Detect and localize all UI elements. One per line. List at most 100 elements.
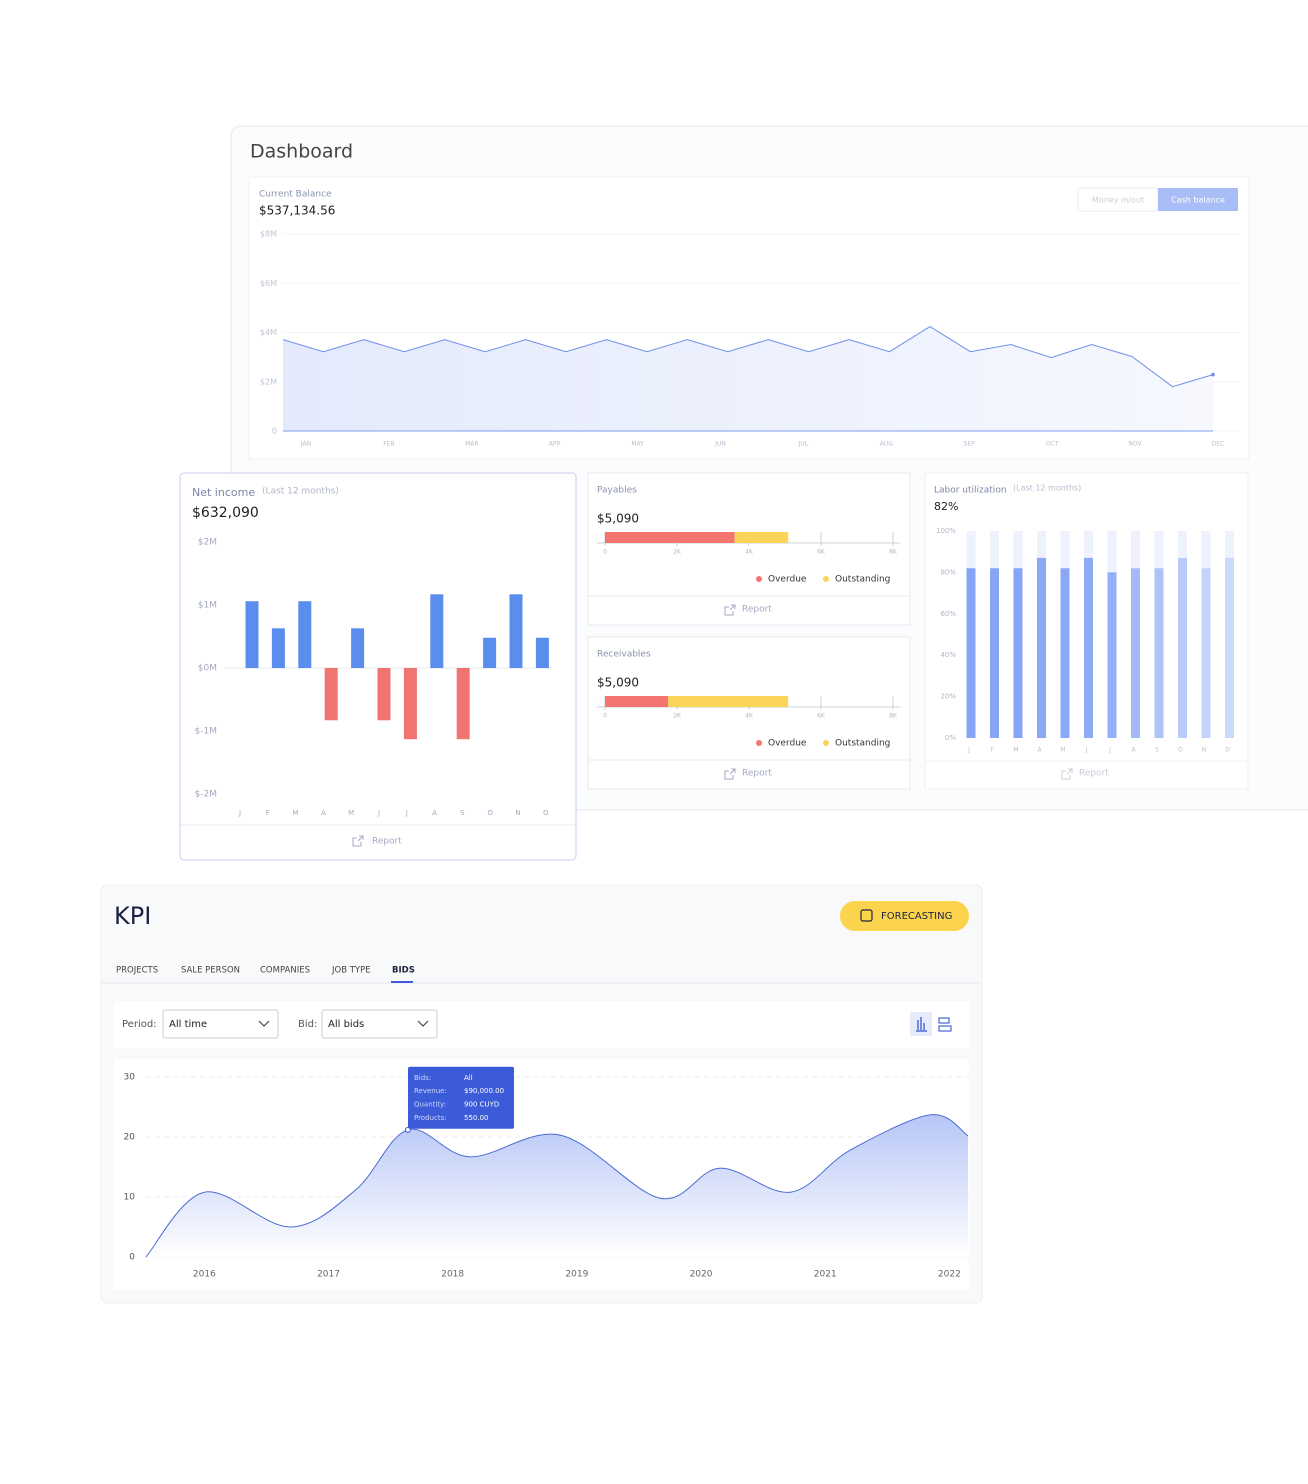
legend-label: Overdue xyxy=(768,575,807,585)
bar-segment xyxy=(734,532,789,543)
bar xyxy=(1201,568,1211,738)
bar xyxy=(1060,568,1070,738)
x-tick-label: 6K xyxy=(817,713,826,720)
report-link[interactable]: Report xyxy=(372,837,402,847)
x-tick-label: 2020 xyxy=(690,1270,713,1280)
bar xyxy=(377,668,391,721)
x-tick-label: J xyxy=(238,809,241,817)
x-tick-label: JAN xyxy=(300,441,311,448)
x-tick-label: 8K xyxy=(889,713,898,720)
legend-label: Outstanding xyxy=(835,575,890,585)
tooltip-value: 900 CUYD xyxy=(464,1101,499,1109)
forecast-button[interactable] xyxy=(840,901,969,931)
x-tick-label: O xyxy=(543,809,549,817)
net-income-card xyxy=(179,472,577,861)
bar xyxy=(1013,568,1023,738)
tab[interactable]: PROJECTS xyxy=(116,966,158,976)
x-tick-label: J xyxy=(1108,747,1111,754)
balance-area xyxy=(283,326,1213,431)
y-tick-label: 0 xyxy=(129,1253,135,1263)
x-tick-label: A xyxy=(1037,747,1042,754)
y-tick-label: 20% xyxy=(940,693,956,701)
y-tick-label: 20 xyxy=(124,1133,136,1143)
legend-dot xyxy=(823,576,829,582)
report-icon xyxy=(724,604,736,616)
y-tick-label: 80% xyxy=(940,568,956,576)
y-tick-label: $8M xyxy=(260,230,277,239)
x-tick-label: J xyxy=(967,747,970,754)
report-link[interactable]: Report xyxy=(1079,769,1109,779)
tooltip-key: Quantity: xyxy=(414,1101,446,1109)
card-label: Current Balance xyxy=(259,190,332,200)
card-label: Labor utilization xyxy=(934,486,1007,496)
x-tick-label: AUG xyxy=(880,441,893,448)
balance-line xyxy=(282,326,1214,388)
y-tick-label: $2M xyxy=(198,538,217,548)
x-tick-label: N xyxy=(515,809,520,817)
bar xyxy=(1131,568,1140,738)
area-line xyxy=(145,1114,969,1258)
y-tick-label: $-2M xyxy=(195,790,217,800)
card-label: Payables xyxy=(597,486,637,496)
bar xyxy=(1154,568,1164,738)
x-tick-label: A xyxy=(432,809,437,817)
tab[interactable]: SALE PERSON xyxy=(181,966,240,976)
bar xyxy=(1225,557,1234,738)
x-tick-label: APR xyxy=(549,441,561,448)
legend-label: Overdue xyxy=(768,739,807,749)
x-tick-label: J xyxy=(1085,747,1088,754)
period-select[interactable] xyxy=(162,1009,279,1039)
x-tick-label: 2017 xyxy=(317,1270,340,1280)
y-tick-label: 0 xyxy=(272,427,277,436)
payables-card xyxy=(587,472,911,626)
bar xyxy=(271,628,285,668)
x-tick-label: A xyxy=(1131,747,1136,754)
tooltip-key: Bids: xyxy=(414,1074,431,1082)
x-tick-label: M xyxy=(348,809,354,817)
bar xyxy=(990,568,999,738)
bar xyxy=(351,628,365,668)
toggle-label: Cash balance xyxy=(1171,196,1225,205)
bar-icon xyxy=(916,1017,927,1032)
x-tick-label: 8K xyxy=(889,549,898,556)
x-tick-label: SEP xyxy=(964,441,976,448)
bid-select[interactable] xyxy=(321,1009,438,1039)
x-tick-label: 2K xyxy=(673,713,682,720)
report-link[interactable]: Report xyxy=(742,769,772,779)
tab[interactable]: BIDS xyxy=(392,966,415,976)
x-tick-label: 0 xyxy=(603,713,607,720)
bar xyxy=(245,601,259,668)
toggle-button-active[interactable] xyxy=(1158,188,1238,211)
x-tick-label: N xyxy=(1202,747,1207,754)
filter-value: All bids xyxy=(328,1019,364,1030)
x-tick-label: M xyxy=(1013,747,1018,754)
bar-segment xyxy=(605,696,668,707)
x-tick-label: 2018 xyxy=(441,1270,464,1280)
x-tick-label: 0 xyxy=(603,549,607,556)
report-icon xyxy=(352,835,364,847)
x-tick-label: 2022 xyxy=(938,1270,961,1280)
x-tick-label: S xyxy=(1155,747,1159,754)
x-tick-label: 2021 xyxy=(814,1270,837,1280)
button-label: FORECASTING xyxy=(881,911,952,922)
x-tick-label: NOV xyxy=(1128,441,1142,448)
y-tick-label: $6M xyxy=(260,279,277,288)
report-icon xyxy=(724,768,736,780)
bar-segment xyxy=(668,696,789,707)
tooltip-value: 550.00 xyxy=(464,1114,489,1122)
tab[interactable]: COMPANIES xyxy=(260,966,310,976)
report-link[interactable]: Report xyxy=(742,605,772,615)
tab[interactable]: JOB TYPE xyxy=(331,966,371,976)
x-tick-label: MAY xyxy=(631,441,644,448)
tooltip-value: All xyxy=(464,1074,473,1082)
y-tick-label: $1M xyxy=(198,601,217,611)
bar xyxy=(298,601,312,668)
area-fill xyxy=(146,1114,968,1257)
y-tick-label: $-1M xyxy=(195,727,217,737)
filter-value: All time xyxy=(169,1019,207,1030)
bar xyxy=(456,668,470,740)
card-value: $632,090 xyxy=(192,505,259,521)
x-tick-label: JUL xyxy=(798,441,809,448)
list-view-toggle[interactable] xyxy=(938,1017,952,1032)
